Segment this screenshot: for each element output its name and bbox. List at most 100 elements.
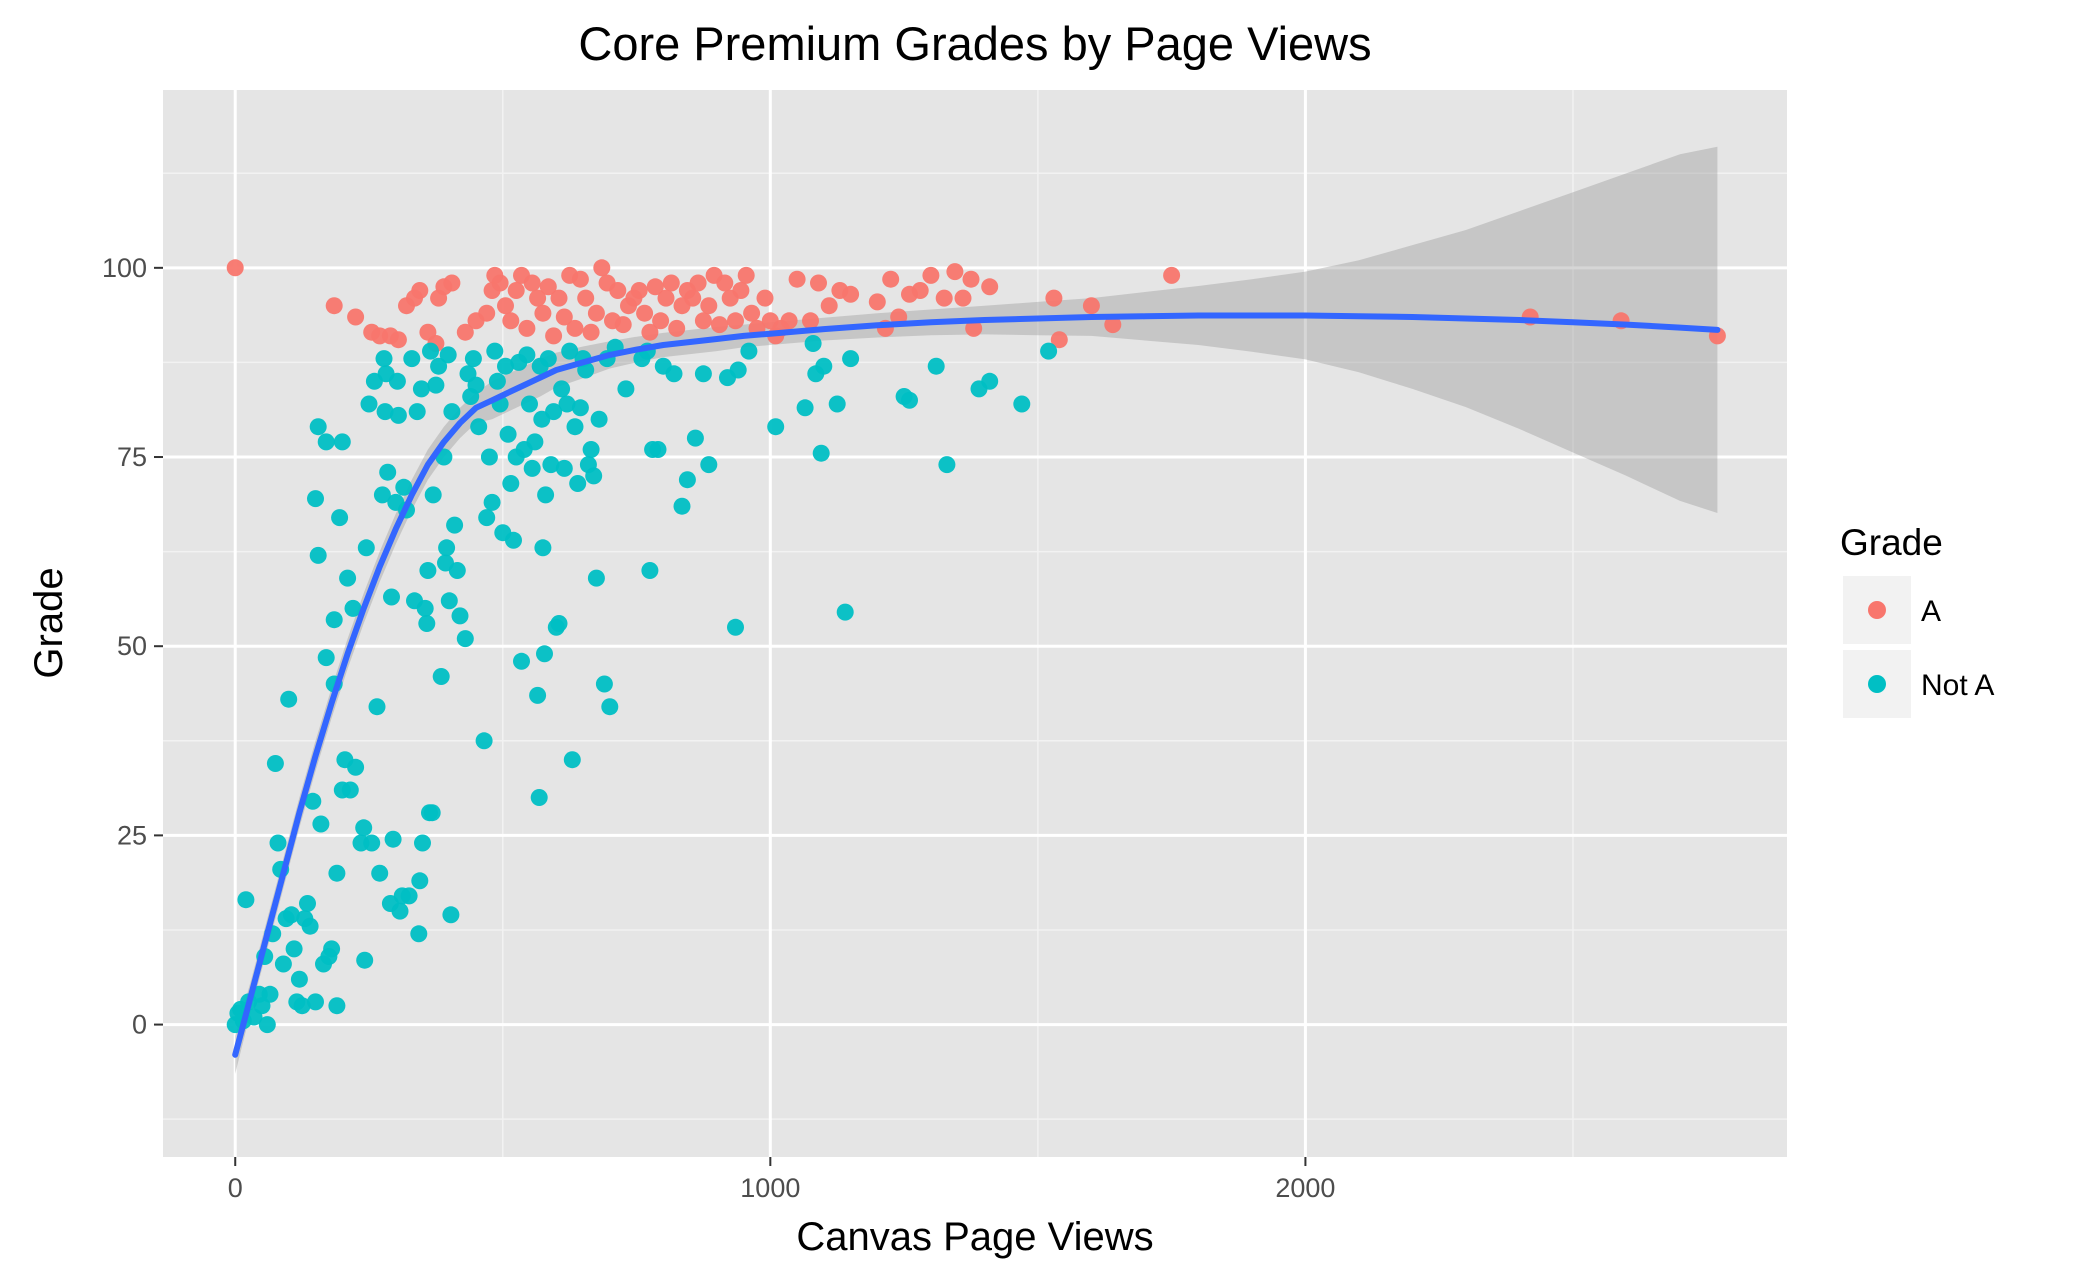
point-not-a bbox=[566, 418, 584, 436]
point-not-a bbox=[590, 410, 608, 428]
point-a bbox=[981, 278, 999, 296]
point-not-a bbox=[341, 781, 359, 799]
point-not-a bbox=[312, 815, 330, 833]
point-a bbox=[842, 285, 860, 303]
point-not-a bbox=[927, 357, 945, 375]
x-axis-title: Canvas Page Views bbox=[796, 1215, 1153, 1259]
point-not-a bbox=[649, 441, 667, 458]
point-not-a bbox=[467, 376, 485, 394]
point-not-a bbox=[981, 372, 999, 390]
point-not-a bbox=[389, 406, 407, 424]
point-not-a bbox=[410, 925, 428, 943]
point-not-a bbox=[422, 342, 439, 360]
point-not-a bbox=[804, 335, 822, 352]
point-not-a bbox=[571, 399, 589, 417]
point-not-a bbox=[499, 425, 517, 443]
point-not-a bbox=[293, 997, 311, 1015]
legend-label-a: A bbox=[1921, 595, 1941, 628]
point-a bbox=[780, 312, 798, 330]
point-not-a bbox=[307, 993, 324, 1011]
chart-title: Core Premium Grades by Page Views bbox=[578, 17, 1371, 70]
point-a bbox=[652, 312, 670, 330]
point-not-a bbox=[423, 804, 441, 822]
point-not-a bbox=[537, 486, 555, 504]
point-a bbox=[711, 316, 728, 334]
point-a bbox=[694, 312, 712, 330]
point-not-a bbox=[678, 471, 696, 489]
point-not-a bbox=[665, 365, 683, 383]
point-not-a bbox=[391, 902, 409, 920]
y-tick-label: 100 bbox=[102, 253, 147, 283]
y-axis-ticks: 0 25 50 75 100 bbox=[102, 253, 163, 1040]
point-a bbox=[802, 312, 819, 330]
point-a bbox=[325, 297, 343, 315]
point-not-a bbox=[331, 509, 349, 527]
point-not-a bbox=[299, 895, 316, 912]
point-not-a bbox=[585, 467, 603, 485]
point-a bbox=[1050, 331, 1068, 349]
point-not-a bbox=[456, 630, 474, 648]
point-not-a bbox=[938, 456, 956, 474]
point-not-a bbox=[729, 361, 747, 379]
point-not-a bbox=[290, 970, 308, 988]
point-not-a bbox=[555, 459, 573, 477]
point-not-a bbox=[373, 486, 391, 504]
point-not-a bbox=[439, 346, 457, 364]
point-a bbox=[641, 323, 659, 341]
point-not-a bbox=[274, 955, 292, 973]
point-not-a bbox=[416, 599, 434, 617]
point-not-a bbox=[339, 569, 357, 587]
point-not-a bbox=[412, 380, 430, 398]
point-not-a bbox=[363, 834, 381, 852]
point-not-a bbox=[355, 819, 373, 837]
point-a bbox=[662, 274, 680, 292]
point-a bbox=[636, 304, 654, 322]
point-a bbox=[545, 327, 563, 345]
point-not-a bbox=[237, 891, 255, 909]
point-a bbox=[555, 308, 573, 326]
point-a bbox=[566, 319, 584, 337]
point-not-a bbox=[812, 444, 830, 462]
x-tick-label: 1000 bbox=[740, 1173, 800, 1203]
legend: Grade A Not A bbox=[1840, 522, 1994, 718]
point-a bbox=[646, 278, 664, 296]
point-not-a bbox=[443, 403, 461, 421]
point-a bbox=[657, 289, 675, 307]
point-not-a bbox=[502, 475, 520, 492]
point-a bbox=[1045, 289, 1063, 307]
point-not-a bbox=[285, 940, 303, 958]
point-a bbox=[743, 304, 761, 322]
point-not-a bbox=[371, 864, 389, 882]
point-not-a bbox=[442, 906, 460, 924]
point-a bbox=[389, 331, 407, 349]
point-a bbox=[347, 308, 365, 326]
point-a bbox=[534, 304, 552, 322]
point-not-a bbox=[383, 588, 400, 606]
point-not-a bbox=[470, 418, 488, 436]
x-tick-label: 0 bbox=[228, 1173, 243, 1203]
point-a bbox=[737, 266, 755, 284]
point-not-a bbox=[700, 456, 718, 474]
point-not-a bbox=[411, 872, 429, 890]
point-a bbox=[922, 266, 940, 284]
smooth-trend-line bbox=[232, 312, 1721, 1058]
point-not-a bbox=[740, 342, 758, 360]
point-not-a bbox=[828, 395, 846, 413]
point-not-a bbox=[486, 342, 504, 360]
point-a bbox=[946, 263, 964, 281]
point-a bbox=[716, 274, 734, 292]
point-not-a bbox=[553, 380, 571, 398]
point-not-a bbox=[301, 917, 319, 935]
point-not-a bbox=[328, 997, 346, 1015]
point-not-a bbox=[836, 603, 854, 621]
point-not-a bbox=[686, 429, 704, 447]
point-not-a bbox=[558, 395, 576, 413]
x-tick-label: 2000 bbox=[1275, 1173, 1335, 1203]
point-not-a bbox=[309, 418, 327, 436]
legend-dot-not-a bbox=[1868, 675, 1886, 693]
point-not-a bbox=[451, 607, 469, 625]
point-a bbox=[684, 289, 702, 307]
point-a bbox=[577, 289, 595, 307]
point-not-a bbox=[430, 357, 448, 375]
